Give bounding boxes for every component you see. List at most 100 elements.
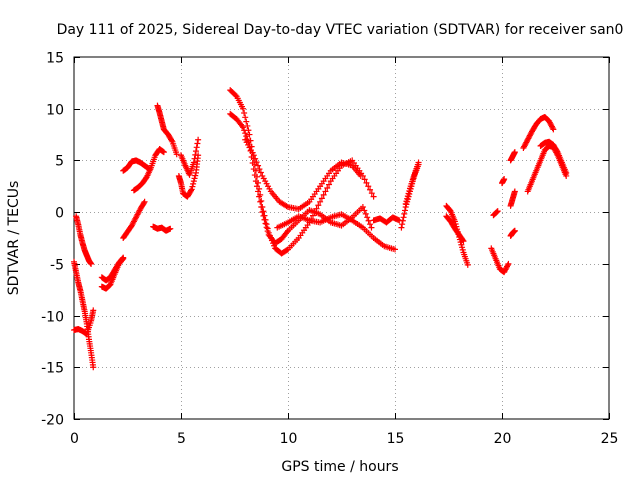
- data-point: [256, 166, 263, 173]
- data-point: [160, 149, 167, 156]
- data-point: [249, 160, 256, 167]
- y-tick-label: -5: [50, 258, 64, 274]
- data-point: [193, 144, 200, 151]
- y-tick-label: -20: [41, 413, 64, 429]
- data-point: [168, 137, 175, 144]
- data-point: [357, 172, 364, 179]
- y-tick-label: 10: [46, 103, 64, 119]
- data-point: [187, 187, 194, 194]
- data-point: [167, 225, 174, 232]
- data-point: [240, 124, 247, 131]
- chart-title: Day 111 of 2025, Sidereal Day-to-day VTE…: [57, 22, 624, 38]
- data-point: [318, 195, 325, 202]
- data-point: [494, 208, 501, 215]
- data-point: [257, 169, 264, 176]
- data-point: [140, 200, 147, 207]
- data-point: [415, 159, 422, 166]
- data-point: [322, 188, 329, 195]
- y-tick-label: 15: [46, 51, 64, 67]
- data-point: [190, 178, 197, 185]
- data-point: [256, 193, 263, 200]
- data-point: [320, 191, 327, 198]
- data-point: [392, 246, 398, 253]
- data-point: [511, 188, 518, 195]
- y-tick-label: -15: [41, 361, 64, 377]
- data-point: [241, 127, 248, 134]
- data-point: [398, 224, 405, 231]
- data-point: [260, 212, 267, 219]
- data-point: [362, 210, 369, 217]
- data-point: [251, 172, 258, 179]
- data-point: [459, 237, 466, 244]
- data-point: [190, 159, 197, 166]
- data-point: [192, 151, 199, 158]
- data-point: [511, 149, 518, 156]
- data-point: [550, 126, 557, 133]
- x-axis-label: GPS time / hours: [281, 459, 398, 475]
- data-point: [173, 151, 180, 158]
- data-point: [243, 133, 250, 140]
- x-tick-label: 0: [70, 431, 79, 447]
- data-point: [315, 202, 322, 209]
- data-point: [259, 209, 266, 216]
- data-point: [364, 214, 371, 221]
- data-point: [88, 260, 95, 267]
- data-point: [250, 152, 257, 159]
- data-point: [192, 172, 199, 179]
- y-tick-label: 5: [55, 154, 64, 170]
- data-point: [243, 118, 250, 125]
- grid: [74, 57, 609, 419]
- data-point: [242, 114, 249, 121]
- data-point: [257, 198, 264, 205]
- data-point: [258, 197, 265, 204]
- axis-ticks: [74, 57, 610, 420]
- data-point: [258, 203, 265, 210]
- y-tick-labels: -20 -15 -10 -5 0 5 10 15: [41, 51, 64, 429]
- data-point: [464, 261, 471, 268]
- data-point: [232, 92, 239, 99]
- data-point: [119, 255, 126, 262]
- data-point: [253, 159, 260, 166]
- data-point: [501, 176, 508, 183]
- data-point: [460, 238, 467, 245]
- data-point: [401, 207, 408, 214]
- data-point: [261, 216, 268, 223]
- data-point: [368, 190, 375, 197]
- data-point: [563, 169, 570, 176]
- data-point: [246, 131, 253, 138]
- data-point: [363, 179, 370, 186]
- data-point: [238, 122, 245, 129]
- data-point: [399, 217, 406, 224]
- plot-frame: [73, 56, 610, 420]
- data-point: [190, 180, 197, 187]
- x-tick-label: 25: [601, 431, 619, 447]
- data-point: [367, 221, 374, 228]
- data-point: [511, 227, 518, 234]
- data-point: [367, 186, 374, 193]
- data-point: [368, 224, 375, 231]
- data-point: [188, 186, 195, 193]
- data-point: [370, 193, 377, 200]
- data-point: [262, 220, 269, 227]
- data-point: [192, 148, 199, 155]
- data-point: [141, 198, 148, 205]
- data-point: [255, 162, 262, 169]
- data-point: [194, 140, 201, 147]
- data-points: [71, 87, 570, 371]
- y-axis-label: SDTVAR / TECUs: [6, 181, 22, 296]
- data-point: [264, 228, 271, 235]
- data-point: [504, 262, 511, 269]
- data-point: [326, 181, 333, 188]
- data-point: [189, 183, 196, 190]
- x-tick-labels: 0 5 10 15 20 25: [70, 431, 618, 447]
- data-point: [400, 214, 407, 221]
- data-point: [401, 210, 408, 217]
- y-tick-label: 0: [55, 206, 64, 222]
- data-point: [361, 207, 368, 214]
- data-point: [324, 185, 331, 192]
- data-point: [90, 307, 97, 314]
- data-point: [359, 203, 366, 210]
- data-point: [252, 178, 259, 185]
- data-point: [253, 183, 260, 190]
